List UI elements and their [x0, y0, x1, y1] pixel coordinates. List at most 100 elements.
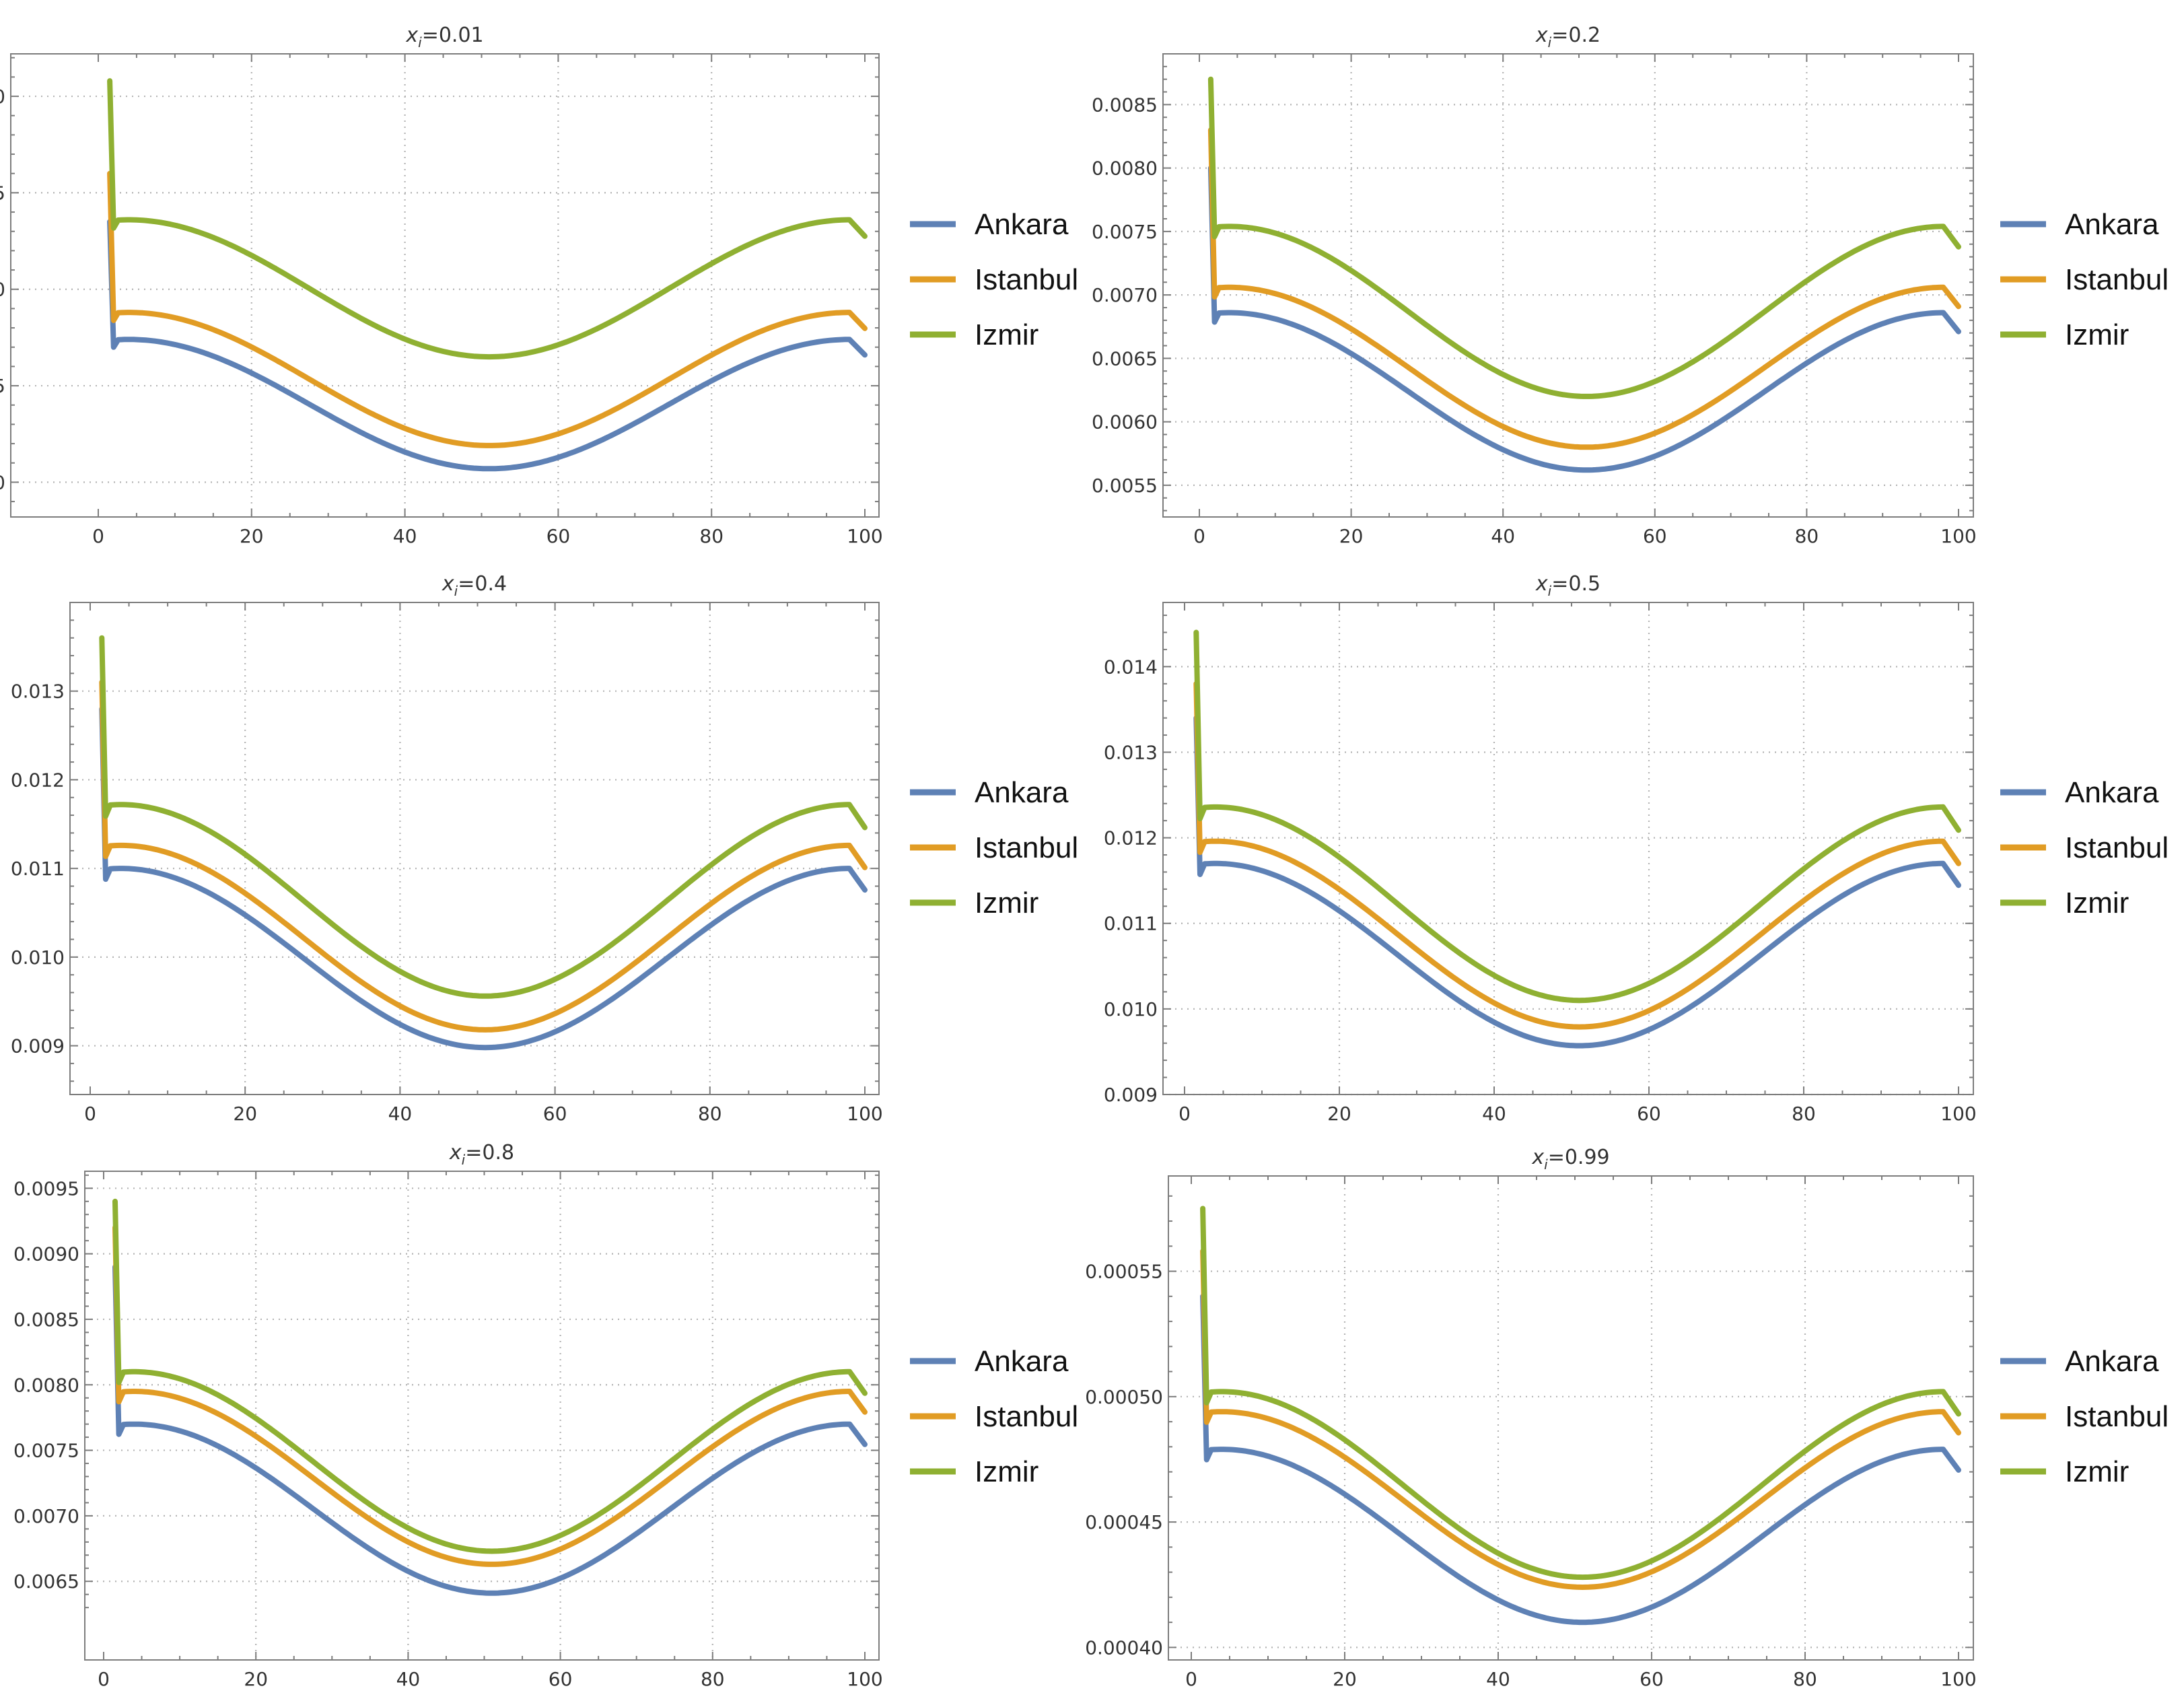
grid [11, 54, 879, 517]
y-tick-label: 0.013 [11, 681, 65, 703]
series-line-ankara [1193, 715, 1961, 1049]
x-tick-label: 80 [698, 1103, 722, 1125]
legend-label-izmir: Izmir [975, 318, 1038, 351]
chart-title: xi=0.4 [442, 572, 507, 599]
x-tick-label: 100 [847, 1668, 882, 1690]
legend-label-istanbul: Istanbul [2065, 1400, 2169, 1433]
tick-marks [11, 54, 879, 517]
x-tick-label: 40 [388, 1103, 413, 1125]
x-tick-label: 100 [1940, 525, 1976, 547]
series-line-istanbul [107, 170, 868, 448]
y-tick-label: 0.0090 [13, 1243, 79, 1265]
x-tick-label: 80 [1793, 1668, 1817, 1690]
x-tick-label: 20 [233, 1103, 257, 1125]
x-tick-label: 60 [1640, 1668, 1664, 1690]
legend-label-istanbul: Istanbul [975, 831, 1078, 864]
series-line-istanbul [99, 679, 868, 1033]
legend: Ankara Istanbul Izmir [2000, 208, 2169, 351]
y-tick-label: 0.0060 [1092, 411, 1158, 433]
y-tick-label: 0.0070 [1092, 284, 1158, 306]
chart-title: xi=0.99 [1531, 1146, 1609, 1173]
grid [1168, 1176, 1973, 1660]
y-tick-label: 0.010 [1104, 998, 1158, 1020]
x-tick-label: 40 [1491, 525, 1515, 547]
y-tick-label: 0.0075 [13, 1440, 79, 1462]
y-tick-label: 0.012 [11, 769, 65, 791]
x-tick-label: 20 [244, 1668, 268, 1690]
x-tick-label: 20 [1339, 525, 1364, 547]
y-tick-label: 0.00030 [0, 471, 5, 493]
x-tick-label: 60 [547, 525, 571, 547]
x-tick-label: 40 [1486, 1668, 1510, 1690]
series-line-izmir [99, 635, 868, 999]
legend: Ankara Istanbul Izmir [2000, 1345, 2169, 1488]
legend: Ankara Istanbul Izmir [910, 1345, 1078, 1488]
tick-marks [1163, 54, 1973, 517]
series-group [107, 78, 868, 472]
y-tick-label: 0.0070 [13, 1505, 79, 1527]
series-group [99, 635, 868, 1051]
y-tick-label: 0.0080 [13, 1374, 79, 1396]
chart-panel: 0 20 40 60 80 100 0.009 0.010 0.011 0.012 0.013 xi=… [11, 572, 1078, 1125]
y-tick-label: 0.0095 [13, 1177, 79, 1200]
legend-label-istanbul: Istanbul [2065, 831, 2169, 864]
plot-frame [1162, 602, 1974, 1095]
x-tick-label: 0 [1178, 1103, 1191, 1125]
series-line-istanbul [112, 1224, 868, 1567]
legend-label-istanbul: Istanbul [975, 263, 1078, 296]
tick-marks [1168, 1176, 1973, 1660]
series-line-izmir [1200, 1206, 1961, 1581]
y-tick-label: 0.013 [1104, 741, 1158, 763]
plot-frame [10, 53, 880, 518]
legend-label-izmir: Izmir [2065, 318, 2129, 351]
x-tick-label: 20 [240, 525, 264, 547]
x-tick-label: 20 [1333, 1668, 1357, 1690]
legend-label-izmir: Izmir [975, 1455, 1038, 1488]
series-line-izmir [107, 78, 868, 360]
plot-frame [1168, 1175, 1974, 1661]
y-tick-label: 0.0075 [1092, 221, 1158, 243]
grid [1163, 54, 1973, 517]
y-tick-label: 0.00035 [0, 375, 5, 397]
legend-label-istanbul: Istanbul [975, 1400, 1078, 1433]
series-line-ankara [99, 706, 868, 1051]
grid [70, 602, 879, 1095]
legend: Ankara Istanbul Izmir [2000, 776, 2169, 919]
series-line-istanbul [1200, 1248, 1961, 1590]
series-line-istanbul [1207, 127, 1961, 450]
tick-marks [1163, 602, 1973, 1095]
series-group [1200, 1206, 1961, 1626]
x-tick-label: 100 [847, 525, 882, 547]
y-tick-label: 0.0065 [1092, 347, 1158, 370]
y-tick-label: 0.0080 [1092, 158, 1158, 180]
x-tick-label: 20 [1327, 1103, 1351, 1125]
legend-label-izmir: Izmir [2065, 887, 2129, 919]
y-tick-label: 0.0085 [13, 1309, 79, 1331]
legend: Ankara Istanbul Izmir [910, 776, 1078, 919]
chart-title: xi=0.01 [405, 24, 483, 50]
y-tick-label: 0.009 [1104, 1084, 1158, 1106]
x-tick-label: 80 [699, 525, 724, 547]
y-tick-label: 0.00055 [1085, 1261, 1163, 1283]
legend-label-ankara: Ankara [975, 1345, 1069, 1378]
chart-title: xi=0.5 [1535, 572, 1600, 599]
series-line-ankara [107, 219, 868, 472]
series-line-izmir [112, 1198, 868, 1554]
x-tick-label: 80 [1792, 1103, 1816, 1125]
legend-label-ankara: Ankara [975, 776, 1069, 809]
chart-panel: 0 20 40 60 80 100 0.00030 0.00035 0.00040 0.00045… [0, 24, 1078, 547]
series-group [1207, 76, 1961, 473]
series-line-ankara [112, 1264, 868, 1596]
legend-label-izmir: Izmir [975, 887, 1038, 919]
y-tick-label: 0.0065 [13, 1570, 79, 1593]
x-tick-label: 100 [1940, 1668, 1976, 1690]
series-line-izmir [1207, 76, 1961, 399]
series-group [112, 1198, 868, 1596]
y-tick-label: 0.00050 [1085, 1386, 1163, 1408]
x-tick-label: 60 [1643, 525, 1667, 547]
series-line-ankara [1200, 1293, 1961, 1626]
chart-panel: 0 20 40 60 80 100 0.0065 0.0070 0.0075 0.0080 0.00… [13, 1141, 1078, 1690]
x-tick-label: 100 [847, 1103, 882, 1125]
x-tick-label: 60 [549, 1668, 573, 1690]
